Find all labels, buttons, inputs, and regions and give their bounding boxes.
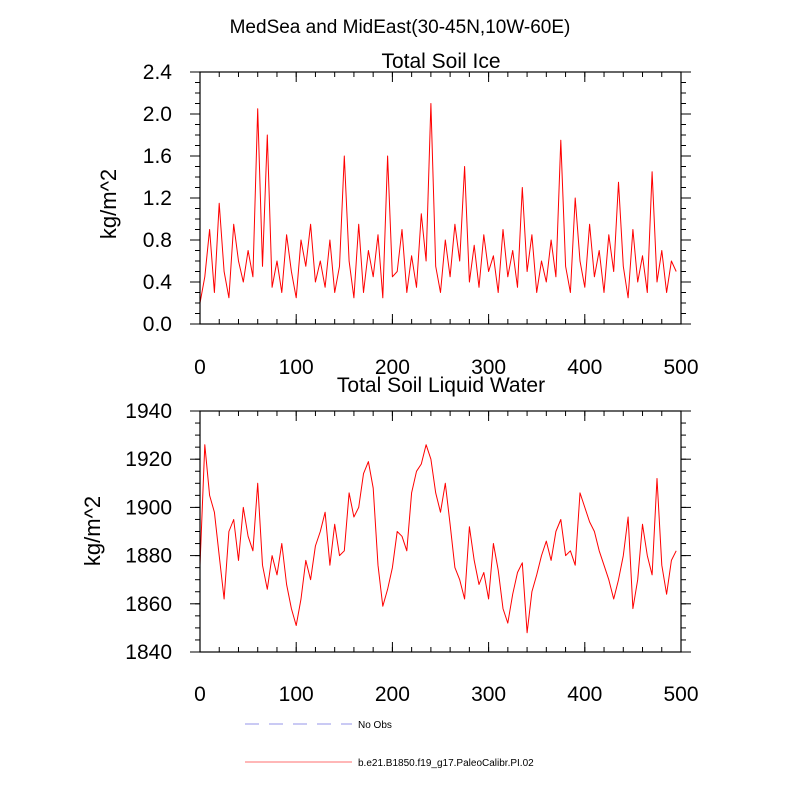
soil-ice-title: Total Soil Ice	[381, 50, 500, 73]
figure-title: MedSea and MidEast(30-45N,10W-60E)	[230, 17, 571, 38]
soil-liquid-xtick-label: 100	[279, 683, 314, 706]
soil-liquid-plot-frame	[199, 410, 682, 653]
soil-liquid-ytick-label: 1880	[125, 545, 172, 568]
soil-ice-xtick-labels: 0 100 200 300 400 500	[194, 356, 698, 379]
soil-ice-series-line	[199, 103, 677, 304]
legend: No Obs b.e21.B1850.f19_g17.PaleoCalibr.P…	[245, 720, 534, 769]
soil-liquid-ytick-label: 1940	[125, 400, 172, 423]
legend-model-label: b.e21.B1850.f19_g17.PaleoCalibr.PI.02	[358, 758, 534, 769]
soil-ice-ytick-label: 0.8	[143, 229, 172, 252]
soil-ice-ytick-label: 0.4	[143, 271, 173, 294]
soil-ice-ytick-label: 1.2	[143, 187, 172, 210]
soil-ice-ytick-label: 0.0	[143, 313, 172, 336]
soil-liquid-ytick-labels: 1840 1860 1880 1900 1920 1940	[125, 400, 172, 664]
soil-liquid-xtick-label: 0	[194, 683, 206, 706]
soil-liquid-ytick-label: 1840	[125, 641, 172, 664]
soil-ice-ytick-label: 2.0	[143, 103, 172, 126]
soil-liquid-ylabel: kg/m^2	[80, 496, 105, 566]
soil-liquid-title: Total Soil Liquid Water	[337, 374, 545, 397]
soil-liquid-xtick-label: 500	[663, 683, 698, 706]
soil-liquid-series-line	[199, 444, 677, 634]
soil-liquid-ytick-label: 1900	[125, 496, 172, 519]
soil-liquid-panel: Total Soil Liquid Water kg/m^2 0 100 200 30…	[80, 374, 699, 706]
soil-liquid-ytick-label: 1860	[125, 593, 172, 616]
soil-ice-ytick-labels: 0.0 0.4 0.8 1.2 1.6 2.0 2.4	[143, 61, 173, 336]
soil-ice-ylabel: kg/m^2	[96, 169, 121, 239]
soil-ice-panel: Total Soil Ice kg/m^2 0 100 200 300 400 500 0…	[96, 50, 699, 379]
soil-liquid-xtick-label: 300	[471, 683, 506, 706]
soil-ice-ytick-label: 1.6	[143, 145, 172, 168]
soil-ice-xtick-label: 300	[471, 356, 506, 379]
soil-ice-xtick-label: 200	[375, 356, 410, 379]
soil-liquid-ytick-label: 1920	[125, 448, 172, 471]
soil-ice-xtick-label: 0	[194, 356, 206, 379]
soil-ice-ytick-label: 2.4	[143, 61, 173, 84]
soil-ice-plot-frame	[199, 71, 682, 325]
soil-liquid-xtick-label: 200	[375, 683, 410, 706]
legend-no-obs-label: No Obs	[358, 720, 392, 731]
soil-liquid-xtick-label: 400	[567, 683, 602, 706]
soil-ice-xtick-label: 400	[567, 356, 602, 379]
soil-ice-xtick-label: 100	[279, 356, 314, 379]
soil-liquid-xtick-labels: 0 100 200 300 400 500	[194, 683, 698, 706]
soil-ice-xtick-label: 500	[663, 356, 698, 379]
soil-liquid-ticks	[190, 410, 691, 653]
